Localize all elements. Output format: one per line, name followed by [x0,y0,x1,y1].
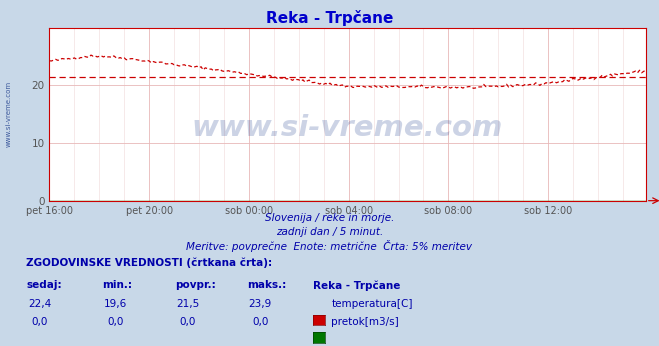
Text: Reka - Trpčane: Reka - Trpčane [266,10,393,26]
Text: sedaj:: sedaj: [26,280,62,290]
Text: ZGODOVINSKE VREDNOSTI (črtkana črta):: ZGODOVINSKE VREDNOSTI (črtkana črta): [26,258,272,268]
Text: Slovenija / reke in morje.: Slovenija / reke in morje. [265,213,394,223]
Text: 0,0: 0,0 [252,317,268,327]
Text: 0,0: 0,0 [107,317,123,327]
Text: 0,0: 0,0 [32,317,47,327]
Text: 23,9: 23,9 [248,299,272,309]
Text: povpr.:: povpr.: [175,280,215,290]
Text: 21,5: 21,5 [176,299,200,309]
Text: pretok[m3/s]: pretok[m3/s] [331,317,399,327]
Text: maks.:: maks.: [247,280,287,290]
Text: Reka - Trpčane: Reka - Trpčane [313,280,401,291]
Text: min.:: min.: [102,280,132,290]
Text: 22,4: 22,4 [28,299,51,309]
Text: temperatura[C]: temperatura[C] [331,299,413,309]
Text: 0,0: 0,0 [180,317,196,327]
Text: zadnji dan / 5 minut.: zadnji dan / 5 minut. [276,227,383,237]
Text: Meritve: povprečne  Enote: metrične  Črta: 5% meritev: Meritve: povprečne Enote: metrične Črta:… [186,240,473,253]
Text: www.si-vreme.com: www.si-vreme.com [5,81,11,147]
Text: www.si-vreme.com: www.si-vreme.com [192,114,503,142]
Text: 19,6: 19,6 [103,299,127,309]
